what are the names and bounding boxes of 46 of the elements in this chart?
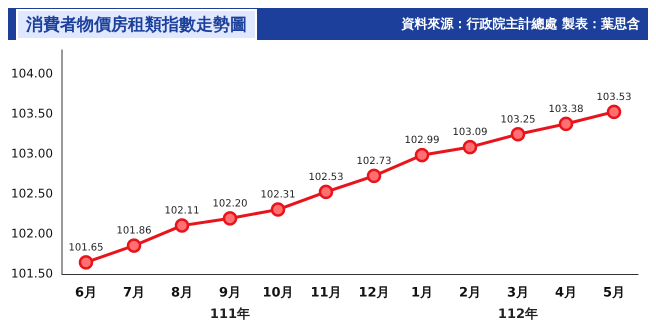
point — [606, 104, 622, 120]
data-label: 102.73 — [356, 156, 392, 167]
data-label: 103.38 — [548, 104, 584, 115]
point — [558, 116, 574, 132]
data-label: 103.09 — [452, 127, 488, 138]
point — [222, 211, 238, 226]
x-tick-label: 4月 — [554, 286, 578, 301]
point — [510, 127, 526, 142]
x-tick-label: 3月 — [506, 286, 530, 301]
x-tick-label: 10月 — [262, 286, 294, 301]
y-tick-label: 102.50 — [10, 186, 53, 200]
y-tick-label: 103.50 — [10, 106, 53, 120]
x-tick-label: 7月 — [122, 286, 146, 301]
x-tick-label: 9月 — [218, 286, 242, 301]
text: 112年 — [498, 307, 538, 322]
data-label: 102.31 — [260, 190, 296, 201]
data-label: 102.11 — [164, 206, 200, 217]
x-tick-label: 12月 — [358, 286, 390, 301]
point — [126, 238, 142, 253]
x-tick-label: 11月 — [310, 286, 342, 301]
x-tick-label: 8月 — [170, 286, 194, 301]
y-tick-label: 104.00 — [10, 66, 53, 80]
data-label: 101.65 — [68, 242, 104, 254]
x-tick-label: 5月 — [602, 286, 626, 301]
x-tick-label: 6月 — [74, 286, 98, 301]
point — [78, 255, 94, 270]
chart-subtitle: 資料來源：行政院主計總處 製表：葉思含 — [401, 16, 640, 33]
y-tick-label: 103.00 — [10, 146, 53, 160]
point — [462, 140, 478, 154]
y-tick-label: 101.50 — [10, 266, 53, 281]
data-label: 102.53 — [308, 172, 344, 183]
x-tick-label: 2月 — [458, 286, 482, 301]
text: 111年 — [210, 307, 250, 322]
x-tick-label: 1月 — [410, 286, 434, 301]
chart-title: 消費者物價房租類指數走勢圖 — [16, 8, 257, 40]
point — [414, 148, 430, 162]
point — [270, 202, 286, 217]
point — [318, 184, 334, 200]
y-tick-label: 102.00 — [10, 226, 53, 240]
point — [366, 168, 382, 184]
data-label: 102.20 — [212, 198, 248, 210]
data-label: 103.25 — [500, 114, 536, 126]
data-label: 101.86 — [116, 226, 152, 237]
data-label: 103.53 — [596, 92, 632, 103]
data-label: 102.99 — [404, 135, 440, 146]
point — [174, 218, 190, 233]
